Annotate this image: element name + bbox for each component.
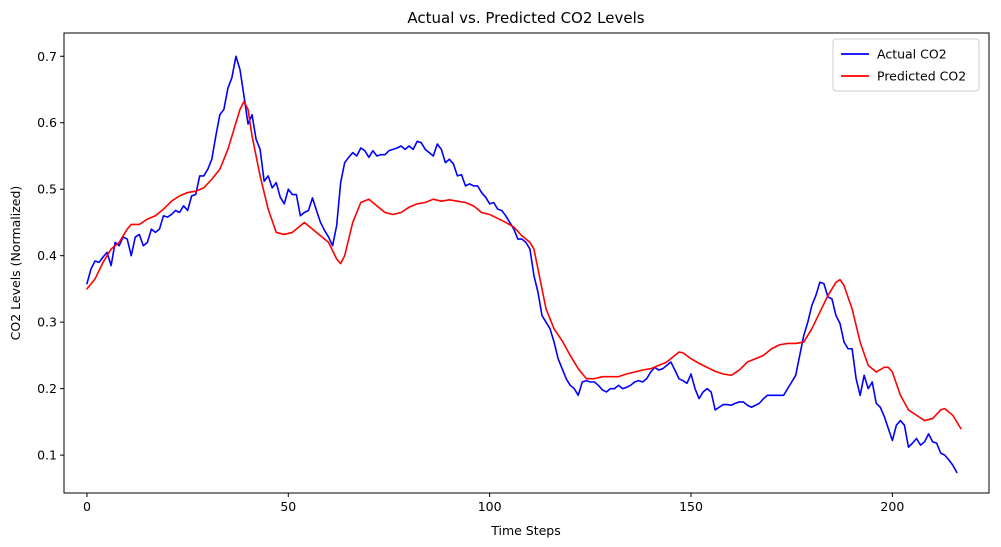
- y-tick-label: 0.7: [37, 49, 57, 64]
- series-layer: [86, 55, 962, 474]
- y-tick-label: 0.6: [37, 115, 57, 130]
- legend-label: Actual CO2: [877, 47, 947, 62]
- x-tick-label: 150: [679, 499, 703, 514]
- y-axis-title: CO2 Levels (Normalized): [8, 186, 23, 341]
- y-tick-label: 0.1: [37, 448, 57, 463]
- series-line-actual: [86, 55, 958, 474]
- y-tick-label: 0.3: [37, 315, 57, 330]
- x-tick-label: 100: [478, 499, 502, 514]
- ticks-layer: 0 50 100 150 200 0.1 0.2 0.3 0.4 0.5 0.6 0.7: [37, 49, 904, 514]
- x-tick-label: 50: [280, 499, 296, 514]
- x-tick-label: 0: [83, 499, 91, 514]
- x-tick-label: 200: [880, 499, 904, 514]
- legend-box: [832, 38, 980, 92]
- x-axis-title: Time Steps: [490, 523, 561, 538]
- y-tick-label: 0.4: [37, 248, 57, 263]
- y-tick-label: 0.2: [37, 381, 57, 396]
- legend: Actual CO2 Predicted CO2: [832, 38, 980, 92]
- legend-label: Predicted CO2: [877, 69, 966, 84]
- plot-area: [63, 32, 990, 494]
- y-tick-label: 0.5: [37, 182, 57, 197]
- series-line-predicted: [86, 100, 962, 430]
- chart-title: Actual vs. Predicted CO2 Levels: [407, 9, 644, 27]
